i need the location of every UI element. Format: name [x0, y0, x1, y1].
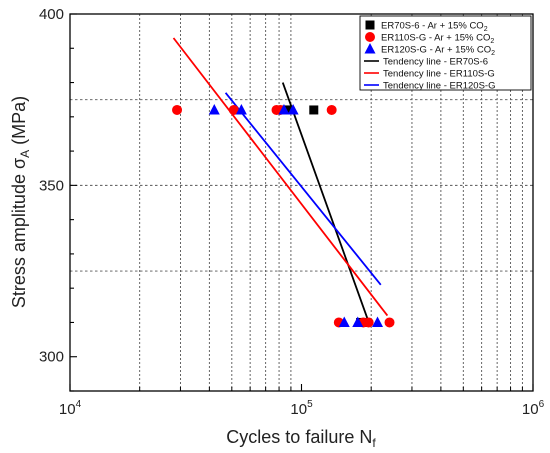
data-point: [326, 104, 337, 115]
data-point: [338, 316, 350, 327]
legend-marker: [364, 43, 376, 54]
legend-marker: [365, 20, 375, 30]
legend-label: ER110S-G - Ar + 15% CO2: [381, 33, 494, 46]
y-tick-label: 300: [39, 349, 64, 366]
x-tick-exponent: 6: [539, 399, 545, 410]
x-tick-exponent: 4: [76, 399, 82, 410]
y-tick-labels: 300 350 400: [39, 6, 64, 366]
x-tick-label: 105: [290, 399, 313, 418]
tendency-line: [281, 82, 369, 320]
data-point: [352, 316, 364, 327]
data-point: [309, 105, 319, 115]
legend-label-text: ER110S-G - Ar + 15% CO: [381, 33, 490, 44]
legend-label: Tendency line - ER110S-G: [383, 69, 495, 80]
y-tick-label: 350: [39, 177, 64, 194]
data-point: [287, 103, 299, 115]
legend-label-text: ER120S-G - Ar + 15% CO: [381, 45, 491, 56]
y-tick-label: 400: [39, 6, 64, 23]
data-point: [278, 103, 290, 115]
data-point: [228, 104, 239, 115]
legend-label: ER120S-G - Ar + 15% CO2: [381, 45, 495, 58]
legend-label: Tendency line - ER120S-G: [383, 81, 495, 92]
data-markers: [172, 103, 395, 328]
data-point: [208, 103, 220, 115]
legend-marker: [365, 32, 375, 42]
data-point: [235, 103, 247, 115]
x-axis-title: Cycles to failure Nf: [226, 427, 376, 450]
legend-label-text: ER70S-6 - Ar + 15% CO: [381, 21, 484, 32]
legend-label: ER70S-6 - Ar + 15% CO2: [381, 21, 488, 34]
x-tick-labels: 104 105 106: [59, 399, 545, 418]
data-point: [372, 316, 384, 327]
y-axis-title: Stress amplitude σA (MPa): [9, 96, 32, 308]
data-point: [363, 317, 374, 328]
tendency-line: [224, 92, 382, 286]
data-point: [384, 317, 395, 328]
x-tick-label: 104: [59, 399, 82, 418]
legend-label-sub: 2: [484, 26, 488, 33]
legend-label: Tendency line - ER70S-6: [383, 57, 488, 68]
x-tick-label: 106: [522, 399, 545, 418]
legend-label-sub: 2: [491, 50, 495, 57]
x-tick-base: 10: [290, 401, 307, 418]
x-tick-base: 10: [522, 401, 539, 418]
data-point: [284, 105, 294, 115]
grid: [70, 14, 533, 391]
x-tick-base: 10: [59, 401, 76, 418]
tendency-lines: [172, 37, 389, 320]
axis-ticks: [69, 13, 534, 392]
legend-label-sub: 2: [490, 38, 494, 45]
tendency-line: [172, 37, 389, 317]
data-point: [172, 104, 183, 115]
legend-box: [359, 15, 532, 91]
x-tick-exponent: 5: [307, 399, 313, 410]
